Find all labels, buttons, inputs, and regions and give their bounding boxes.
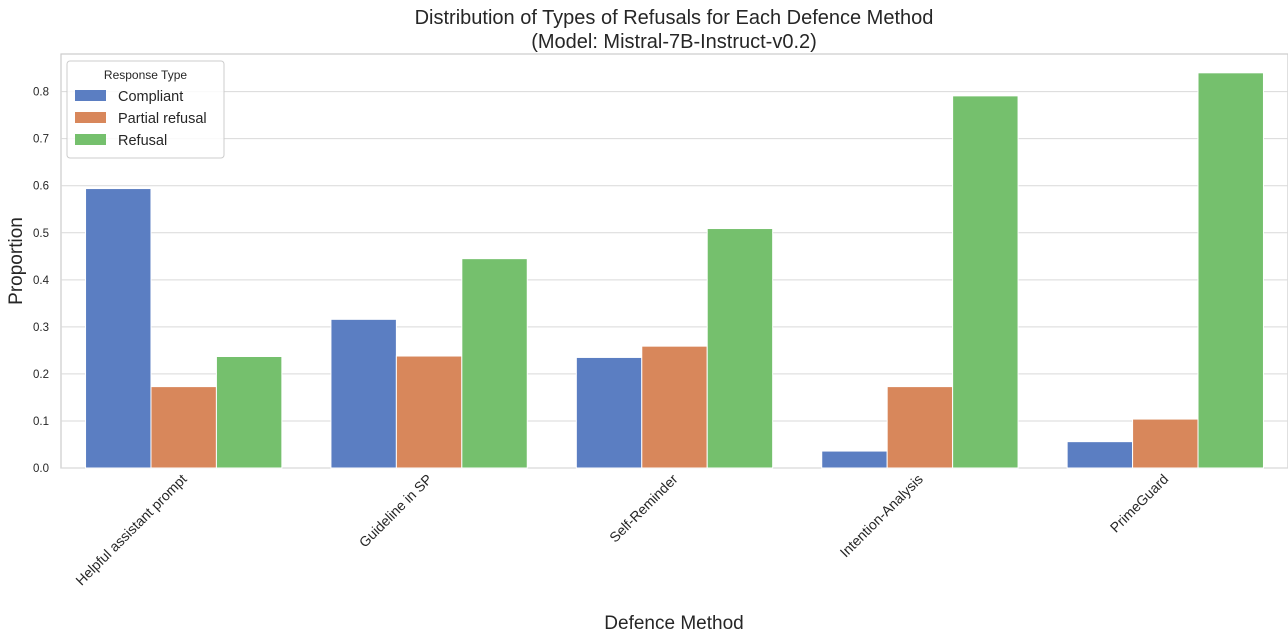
x-tick-label: Intention-Analysis [837, 471, 926, 560]
y-tick-label: 0.1 [33, 416, 49, 428]
y-tick-label: 0.7 [33, 134, 49, 146]
legend-items: Compliant Partial refusal Refusal [75, 89, 207, 149]
y-axis-label: Proportion [6, 217, 27, 305]
bar-refusal-1 [461, 258, 528, 469]
bars [85, 72, 1264, 469]
legend-label: Refusal [118, 133, 167, 149]
y-tick-label: 0.3 [33, 322, 49, 334]
y-tick-label: 0.6 [33, 181, 49, 193]
x-tick-label: Self-Reminder [606, 471, 681, 546]
legend-swatch [75, 90, 106, 101]
y-tick-label: 0.0 [33, 463, 49, 475]
chart-title: Distribution of Types of Refusals for Ea… [415, 7, 934, 29]
legend-title: Response Type [104, 68, 187, 82]
bar-refusal-0 [215, 356, 283, 469]
y-tick-label: 0.5 [33, 228, 49, 240]
y-tick-label: 0.4 [33, 275, 50, 287]
x-axis-label: Defence Method [604, 613, 743, 634]
x-tick-label: PrimeGuard [1107, 471, 1172, 536]
plot-area: 0.0 0.1 0.2 0.3 0.4 0.5 0.6 0.7 0.8 Helpful assi… [33, 53, 1288, 589]
legend-swatch [75, 134, 106, 145]
legend-box [66, 60, 225, 159]
bar-partial-refusal-2 [641, 345, 708, 469]
bar-partial-refusal-0 [150, 386, 217, 469]
legend: Response Type Compliant Partial refusal Re… [66, 60, 225, 159]
bar-partial-refusal-3 [886, 386, 954, 469]
y-axis-ticks: 0.0 0.1 0.2 0.3 0.4 0.5 0.6 0.7 0.8 [33, 87, 50, 475]
y-tick-label: 0.8 [33, 87, 49, 99]
legend-swatch [75, 112, 106, 123]
bar-compliant-0 [85, 188, 152, 469]
bar-compliant-2 [575, 356, 643, 469]
bar-compliant-3 [821, 450, 888, 469]
chart-subtitle: (Model: Mistral-7B-Instruct-v0.2) [531, 31, 817, 53]
x-tick-label: Helpful assistant prompt [72, 471, 190, 589]
bar-refusal-2 [706, 228, 774, 469]
bar-partial-refusal-1 [395, 355, 463, 469]
bar-partial-refusal-4 [1132, 418, 1199, 469]
bar-refusal-4 [1197, 72, 1264, 469]
x-tick-label: Guideline in SP [356, 471, 436, 551]
y-tick-label: 0.2 [33, 369, 49, 381]
legend-label: Compliant [118, 89, 183, 105]
x-axis-ticks: Helpful assistant prompt Guideline in SP S… [72, 471, 1171, 589]
legend-label: Partial refusal [118, 111, 207, 127]
bar-compliant-4 [1066, 441, 1134, 469]
bar-refusal-3 [952, 95, 1019, 469]
bar-compliant-1 [330, 318, 397, 469]
